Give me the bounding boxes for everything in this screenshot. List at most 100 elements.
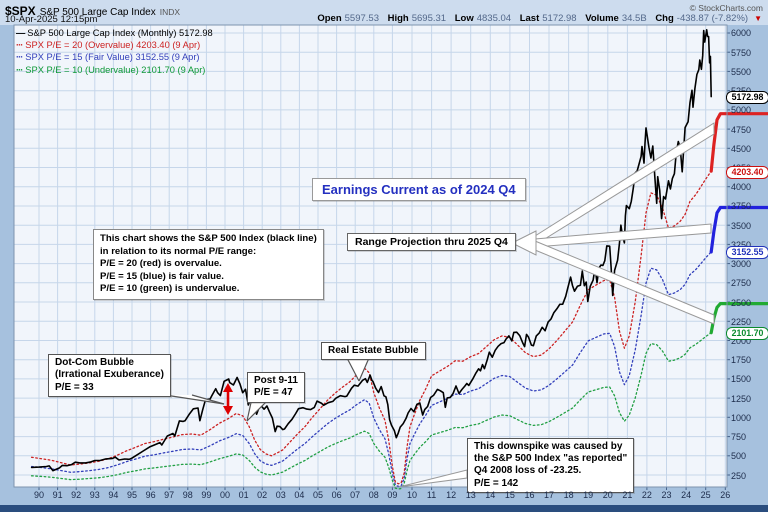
x-tick-label: 03 — [275, 490, 286, 500]
x-tick-label: 18 — [563, 490, 574, 500]
x-tick-label: 93 — [89, 490, 100, 500]
high-value: 5695.31 — [411, 13, 447, 24]
fan-arrowhead — [510, 230, 537, 256]
y-tick-label: 1000 — [731, 412, 752, 423]
y-tick-label: 2750 — [731, 278, 752, 289]
x-tick-label: 11 — [426, 490, 437, 500]
projection-line-0 — [709, 112, 768, 173]
series-pe20 — [30, 170, 712, 485]
high-label: High — [387, 13, 409, 24]
x-tick-label: 21 — [622, 490, 633, 500]
realestate-callout-tail — [347, 357, 369, 381]
legend-item-pe20: ··· SPX P/E = 20 (Overvalue) 4203.40 (9 A… — [16, 40, 201, 51]
open-value: 5597.53 — [344, 13, 379, 24]
exchange-label: INDX — [159, 7, 181, 17]
x-tick-label: 10 — [406, 490, 417, 500]
low-value: 4835.04 — [476, 13, 512, 24]
volume-label: Volume — [585, 13, 619, 24]
y-tick-label: 500 — [731, 451, 747, 462]
x-tick-label: 16 — [524, 490, 535, 500]
y-tick-label: 6000 — [731, 28, 752, 39]
x-tick-label: 26 — [720, 490, 731, 500]
y-tick-label: 1750 — [731, 355, 752, 366]
last-price-bubble: 5172.98 — [726, 91, 768, 105]
x-tick-label: 09 — [387, 490, 398, 500]
downspike-annotation: This downspike was caused by the S&P 500… — [467, 438, 635, 493]
projection-line-1 — [709, 205, 768, 254]
y-tick-label: 4000 — [731, 182, 752, 193]
x-tick-label: 90 — [33, 490, 44, 500]
y-tick-label: 5000 — [731, 105, 752, 116]
dotted-line-swatch-icon: ··· — [16, 52, 23, 63]
ticker-symbol: $SPX — [5, 4, 36, 18]
x-tick-label: 15 — [504, 490, 515, 500]
volume-value: 34.5B — [621, 13, 647, 24]
legend-item-pe15: ··· SPX P/E = 15 (Fair Value) 3152.55 (9 … — [16, 52, 200, 63]
last-value: 5172.98 — [542, 13, 577, 24]
chart-header: $SPX S&P 500 Large Cap Index INDX — [5, 2, 180, 20]
x-tick-label: 24 — [681, 490, 692, 500]
y-tick-label: 5750 — [731, 47, 752, 58]
x-tick-label: 05 — [312, 490, 323, 500]
chg-label: Chg — [655, 13, 674, 24]
legend-item-spx: — S&P 500 Large Cap Index (Monthly) 5172.… — [16, 28, 213, 38]
x-tick-label: 07 — [350, 490, 361, 500]
chg-value: -438.87 (-7.82%) — [676, 13, 749, 24]
y-tick-label: 250 — [731, 470, 747, 481]
x-tick-label: 97 — [164, 490, 175, 500]
chart-legend: — S&P 500 Large Cap Index (Monthly) 5172.… — [16, 27, 213, 76]
series-spx — [30, 29, 712, 472]
y-tick-label: 2250 — [731, 316, 752, 327]
y-tick-label: 3500 — [731, 220, 752, 231]
y-tick-label: 2000 — [731, 335, 752, 346]
x-tick-label: 06 — [331, 490, 342, 500]
dotcom-overvaluation-arrow — [223, 383, 233, 415]
range-projection-annotation: Range Projection thru 2025 Q4 — [347, 233, 516, 251]
x-tick-label: 23 — [661, 490, 672, 500]
copyright-notice: © StockCharts.com — [689, 3, 763, 13]
low-label: Low — [454, 13, 474, 24]
earnings-current-annotation: Earnings Current as of 2024 Q4 — [312, 178, 526, 201]
dotted-line-swatch-icon: ··· — [16, 40, 23, 51]
last-price-bubble: 4203.40 — [726, 165, 768, 179]
y-tick-label: 750 — [731, 432, 747, 443]
last-price-bubble: 2101.70 — [726, 327, 768, 341]
x-tick-label: 00 — [219, 490, 230, 500]
x-tick-label: 98 — [182, 490, 193, 500]
x-tick-label: 95 — [126, 490, 137, 500]
chg-down-triangle-icon: ▼ — [754, 14, 762, 23]
x-tick-label: 01 — [238, 490, 249, 500]
x-tick-label: 20 — [602, 490, 613, 500]
y-tick-label: 3250 — [731, 239, 752, 250]
open-label: Open — [317, 13, 342, 24]
series-pe10 — [30, 332, 712, 490]
x-tick-label: 92 — [71, 490, 82, 500]
x-tick-label: 96 — [145, 490, 156, 500]
last-label: Last — [519, 13, 540, 24]
solid-line-swatch-icon: — — [16, 28, 25, 38]
x-tick-label: 12 — [446, 490, 457, 500]
x-tick-label: 91 — [52, 490, 63, 500]
x-tick-label: 17 — [544, 490, 555, 500]
x-tick-label: 08 — [368, 490, 379, 500]
x-tick-label: 94 — [108, 490, 119, 500]
x-tick-label: 19 — [583, 490, 594, 500]
x-tick-label: 02 — [257, 490, 268, 500]
y-tick-label: 4750 — [731, 124, 752, 135]
quote-row: Open 5597.53 High 5695.31 Low 4835.04 Last 5… — [317, 13, 762, 24]
dotted-line-swatch-icon: ··· — [16, 64, 23, 75]
index-title: S&P 500 Large Cap Index — [39, 7, 156, 18]
x-tick-label: 13 — [465, 490, 476, 500]
y-tick-label: 2500 — [731, 297, 752, 308]
x-tick-label: 99 — [201, 490, 212, 500]
x-tick-label: 25 — [700, 490, 711, 500]
legend-item-pe10: ··· SPX P/E = 10 (Undervalue) 2101.70 (9 … — [16, 64, 206, 75]
post-911-annotation: Post 9-11 P/E = 47 — [247, 372, 305, 403]
x-tick-label: 14 — [485, 490, 496, 500]
x-tick-label: 22 — [641, 490, 652, 500]
y-tick-label: 4500 — [731, 143, 752, 154]
y-tick-label: 1500 — [731, 374, 752, 385]
dotcom-bubble-annotation: Dot-Com Bubble (Irrational Exuberance) P… — [48, 354, 171, 398]
